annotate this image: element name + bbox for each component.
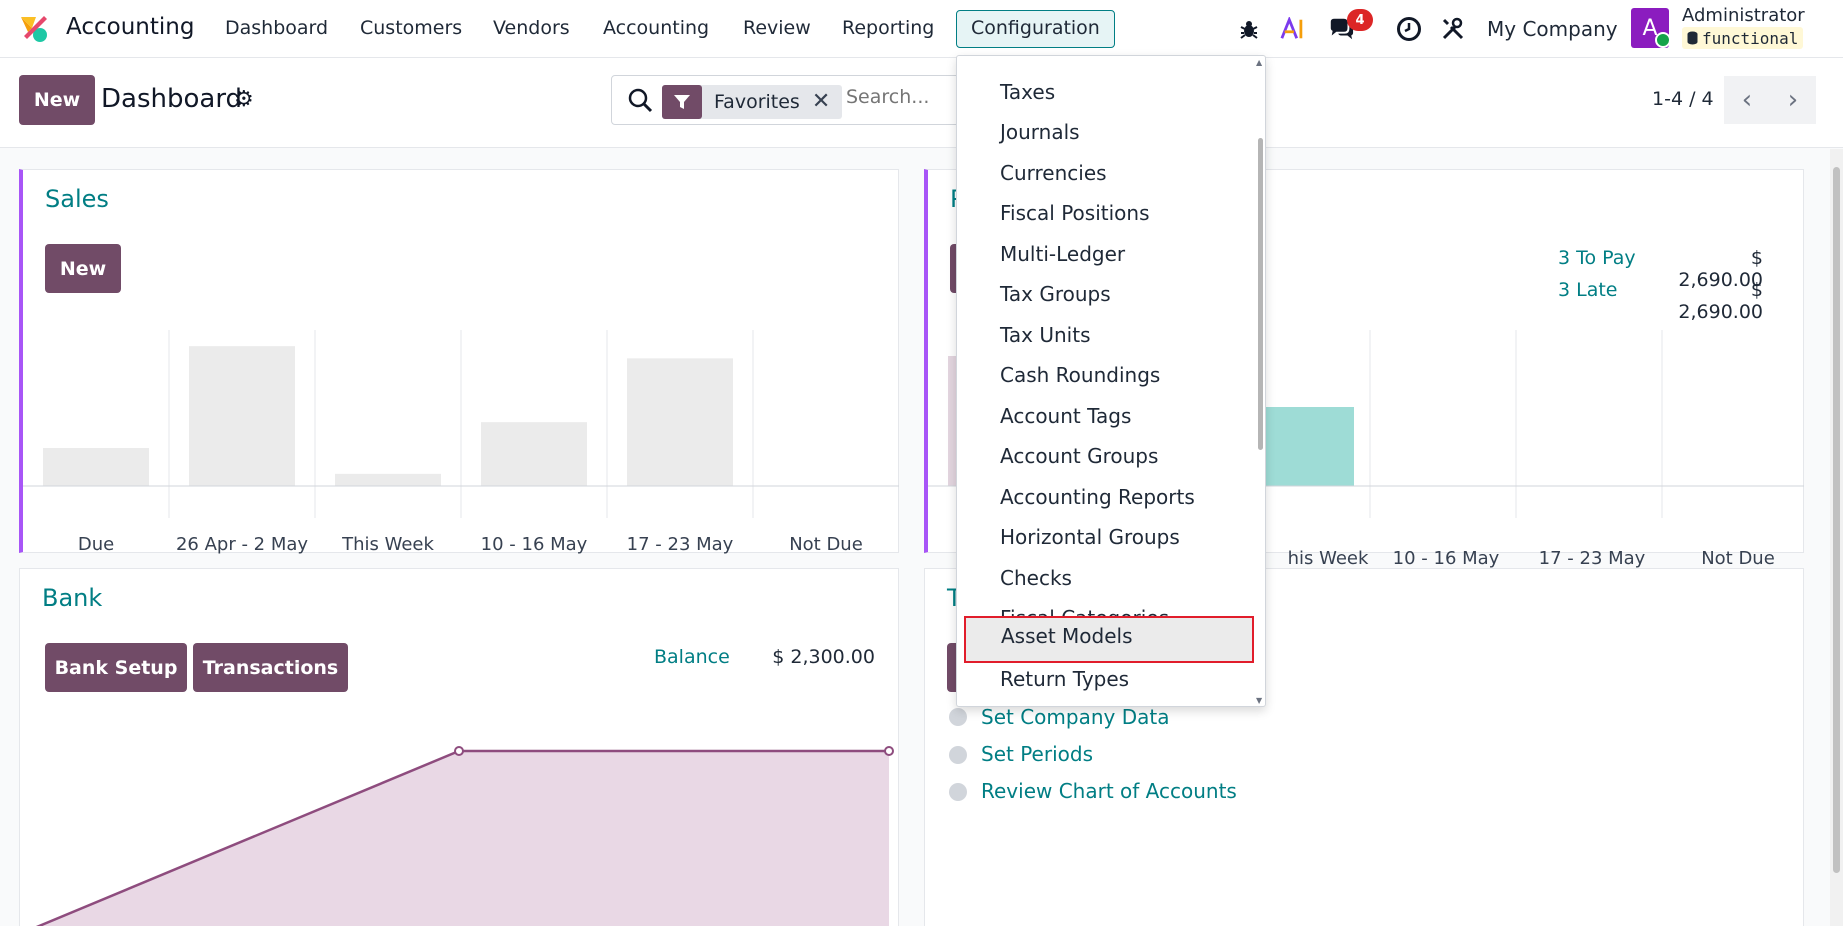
menu-vendors[interactable]: Vendors — [493, 17, 570, 39]
sales-bar-chart[interactable]: Due 26 Apr - 2 May This Week 10 - 16 May 17 … — [23, 330, 899, 554]
facet-remove-icon[interactable]: ✕ — [811, 89, 831, 114]
sales-journal-card: Sales New Due 26 Apr - 2 May This Week 10 -… — [19, 169, 899, 554]
database-tag: functional — [1682, 27, 1804, 49]
purchases-axis-label: 10 - 16 May — [1392, 548, 1500, 569]
menu-item-asset-models[interactable]: Asset Models — [964, 616, 1254, 663]
page-scrollbar-thumb[interactable] — [1833, 167, 1840, 873]
sales-bar — [189, 346, 295, 486]
dropdown-scroll-down-icon[interactable]: ▼ — [1256, 696, 1263, 705]
menu-item-cash-roundings[interactable]: Cash Roundings — [1000, 363, 1161, 387]
menu-dashboard[interactable]: Dashboard — [225, 17, 329, 39]
late-link[interactable]: 3 Late — [1558, 279, 1618, 301]
sales-axis-label: Due — [78, 534, 114, 554]
sales-axis-label: This Week — [341, 534, 434, 554]
database-name: functional — [1702, 28, 1799, 48]
purchases-axis-label: his Week — [1287, 548, 1369, 569]
search-facet: Favorites ✕ — [662, 85, 843, 119]
menu-review[interactable]: Review — [743, 17, 811, 39]
pager-next-icon[interactable]: › — [1770, 76, 1816, 124]
sales-bar — [481, 422, 587, 486]
bank-balance-line-chart[interactable] — [20, 719, 900, 926]
pager-previous-icon[interactable]: ‹ — [1724, 76, 1770, 124]
sales-axis-label: 17 - 23 May — [627, 534, 734, 554]
bug-icon[interactable] — [1236, 16, 1262, 42]
menu-item-journals[interactable]: Journals — [1000, 120, 1080, 144]
menu-item-accounting-reports[interactable]: Accounting Reports — [1000, 485, 1195, 509]
sales-axis-label: 26 Apr - 2 May — [176, 534, 308, 554]
menu-accounting[interactable]: Accounting — [603, 17, 710, 39]
late-value: $ 2,690.00 — [1678, 279, 1763, 323]
menu-item-multi-ledger[interactable]: Multi-Ledger — [1000, 242, 1126, 266]
to-pay-value: $ 2,690.00 — [1678, 247, 1763, 291]
ai-icon[interactable] — [1280, 16, 1306, 42]
app-name[interactable]: Accounting — [66, 14, 195, 40]
page-scrollbar[interactable] — [1830, 149, 1843, 926]
app-logo-icon[interactable] — [18, 13, 50, 45]
menu-item-checks[interactable]: Checks — [1000, 566, 1072, 590]
database-icon — [1687, 31, 1698, 45]
sales-new-button[interactable]: New — [45, 244, 121, 293]
chat-icon[interactable] — [1328, 16, 1354, 42]
purchases-bar-this-week — [1264, 407, 1354, 486]
step-status-dot — [949, 783, 967, 801]
sales-bar — [335, 473, 441, 486]
messages-count-badge: 4 — [1347, 9, 1373, 31]
search-icon[interactable] — [626, 86, 654, 114]
top-navbar: Accounting Dashboard Customers Vendors A… — [0, 0, 1843, 58]
sales-bar — [627, 358, 733, 486]
bank-balance-area — [39, 751, 889, 926]
step-set-company-data[interactable]: Set Company Data — [981, 705, 1170, 729]
user-name[interactable]: Administrator — [1682, 5, 1805, 26]
menu-item-tax-groups[interactable]: Tax Groups — [1000, 282, 1111, 306]
dropdown-scrollbar-thumb[interactable] — [1258, 138, 1263, 450]
menu-customers[interactable]: Customers — [360, 17, 463, 39]
search-input[interactable] — [846, 86, 966, 108]
sales-axis-label: 10 - 16 May — [481, 534, 588, 554]
tools-icon[interactable] — [1440, 16, 1466, 42]
menu-item-tax-units[interactable]: Tax Units — [1000, 323, 1091, 347]
new-button[interactable]: New — [19, 75, 95, 125]
bank-journal-card: Bank Bank Setup Transactions Balance $ 2… — [19, 568, 899, 926]
menu-configuration[interactable]: Configuration — [956, 10, 1115, 48]
menu-item-horizontal-groups[interactable]: Horizontal Groups — [1000, 525, 1180, 549]
menu-item-account-groups[interactable]: Account Groups — [1000, 444, 1159, 468]
bank-balance-point — [454, 746, 464, 756]
bank-setup-button[interactable]: Bank Setup — [45, 643, 187, 692]
sales-card-title[interactable]: Sales — [45, 185, 109, 213]
sales-bar — [43, 448, 149, 486]
purchases-axis-label: 17 - 23 May — [1538, 548, 1646, 569]
to-pay-link[interactable]: 3 To Pay — [1558, 247, 1636, 269]
step-review-chart-of-accounts[interactable]: Review Chart of Accounts — [981, 779, 1237, 803]
pager-value[interactable]: 1-4 / 4 — [1652, 88, 1714, 110]
facet-label: Favorites — [714, 91, 800, 113]
bank-card-title[interactable]: Bank — [42, 584, 103, 612]
dropdown-scroll-up-icon[interactable]: ▲ — [1256, 58, 1263, 67]
menu-item-return-types[interactable]: Return Types — [1000, 667, 1130, 691]
transactions-button[interactable]: Transactions — [193, 643, 348, 692]
balance-link[interactable]: Balance — [654, 646, 730, 668]
menu-item-taxes[interactable]: Taxes — [1000, 80, 1056, 104]
page-title: Dashboard — [101, 84, 243, 114]
step-status-dot — [949, 746, 967, 764]
step-set-periods[interactable]: Set Periods — [981, 742, 1093, 766]
company-switcher[interactable]: My Company — [1487, 17, 1618, 41]
balance-value: $ 2,300.00 — [772, 646, 875, 668]
gear-icon[interactable]: ⚙ — [234, 87, 254, 112]
menu-item-fiscal-positions[interactable]: Fiscal Positions — [1000, 201, 1150, 225]
control-panel: New Dashboard ⚙ Favorites ✕ 1-4 / 4 ‹ › — [0, 58, 1843, 148]
sales-axis-label: Not Due — [789, 534, 863, 554]
menu-item-account-tags[interactable]: Account Tags — [1000, 404, 1132, 428]
dashboard-content: Sales New Due 26 Apr - 2 May This Week 10 -… — [0, 149, 1843, 926]
purchases-axis-label: Not Due — [1701, 548, 1775, 569]
bank-balance-point — [884, 746, 894, 756]
configuration-dropdown-menu: ▲ Taxes Journals Currencies Fiscal Posit… — [956, 55, 1266, 707]
menu-item-currencies[interactable]: Currencies — [1000, 161, 1107, 185]
filter-icon — [662, 85, 702, 119]
menu-reporting[interactable]: Reporting — [842, 17, 935, 39]
step-status-dot — [949, 708, 967, 726]
clock-icon[interactable] — [1396, 16, 1422, 42]
online-status-dot — [1655, 32, 1671, 48]
